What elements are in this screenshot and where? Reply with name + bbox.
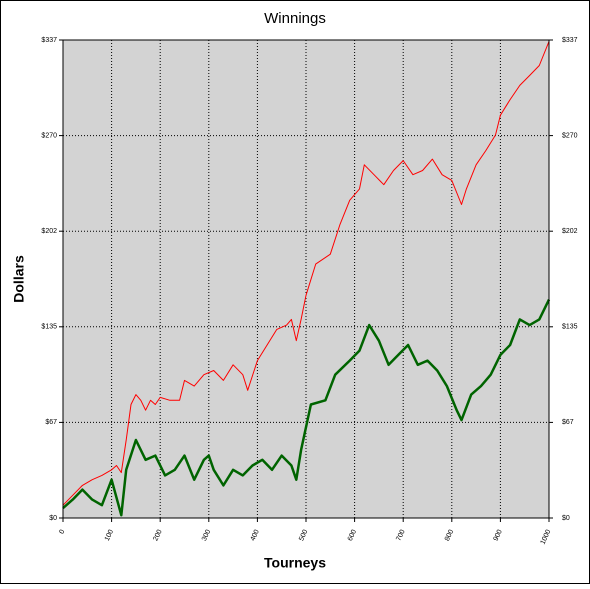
x-tick-label: 300 (201, 529, 212, 543)
x-tick-label: 100 (104, 529, 115, 543)
y-tick-label: $0 (49, 515, 57, 522)
data-line (62, 41, 550, 506)
y2-tick-label: $270 (562, 132, 578, 139)
chart-title: Winnings (264, 10, 326, 27)
y-tick-label: $270 (41, 132, 57, 139)
y-tick-label: $202 (41, 228, 57, 235)
y-tick-label: $135 (41, 324, 57, 331)
y2-tick-label: $135 (562, 324, 578, 331)
data-line (62, 299, 551, 517)
x-tick-label: 400 (250, 529, 261, 543)
plot-area (63, 40, 549, 518)
y-axis-label: Dollars (11, 255, 27, 303)
y2-tick-label: $337 (562, 37, 578, 44)
y2-tick-label: $67 (562, 419, 574, 426)
x-tick-label: 600 (347, 529, 358, 543)
y2-tick-label: $0 (562, 515, 570, 522)
y2-tick-label: $202 (562, 228, 578, 235)
x-tick-label: 200 (152, 529, 163, 543)
x-tick-label: 500 (298, 529, 309, 543)
x-tick-label: 900 (493, 529, 504, 543)
x-axis-label: Tourneys (264, 555, 326, 571)
x-tick-label: 700 (395, 529, 406, 543)
x-tick-label: 800 (444, 529, 455, 543)
y-tick-label: $337 (41, 37, 57, 44)
plot-border (62, 39, 550, 519)
y-tick-label: $67 (45, 419, 57, 426)
x-tick-label: 0 (58, 529, 66, 536)
